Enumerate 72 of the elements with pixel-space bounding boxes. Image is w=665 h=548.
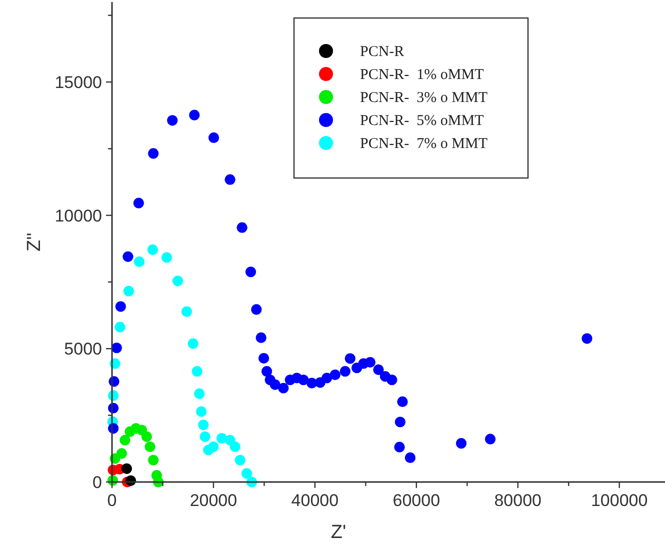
point <box>330 370 340 380</box>
point <box>167 115 178 126</box>
y-tick-label: 0 <box>92 473 102 492</box>
point <box>394 416 406 428</box>
point <box>141 431 152 442</box>
point <box>364 356 376 368</box>
point <box>148 454 159 466</box>
point <box>161 252 172 263</box>
y-axis-title: Z'' <box>24 232 45 252</box>
point <box>114 322 126 332</box>
point <box>123 286 134 296</box>
point <box>224 174 236 185</box>
legend-label: PCN-R- 5% oMMT <box>360 113 484 129</box>
point <box>394 442 405 452</box>
point <box>208 442 219 452</box>
point <box>172 276 184 286</box>
point <box>147 244 158 256</box>
point <box>122 251 134 262</box>
point <box>251 304 262 315</box>
point <box>344 353 356 364</box>
point <box>198 420 209 430</box>
point <box>181 306 192 317</box>
point <box>188 338 198 349</box>
point <box>144 442 156 452</box>
point <box>196 406 207 417</box>
point <box>216 432 228 444</box>
x-tick-label: 100000 <box>590 491 648 510</box>
legend-label: PCN-R- 7% o MMT <box>360 136 488 152</box>
point <box>115 301 126 312</box>
point <box>234 454 246 466</box>
point <box>298 374 309 386</box>
x-tick-label: 20000 <box>190 491 238 510</box>
point <box>116 448 127 459</box>
y-tick-label: 5000 <box>64 340 102 359</box>
point <box>261 366 272 377</box>
y-tick-label: 10000 <box>54 206 102 226</box>
legend-label: PCN-R- 1% oMMT <box>360 67 484 83</box>
point <box>386 374 398 386</box>
point <box>270 379 280 390</box>
legend-label: PCN-R- 3% o MMT <box>360 90 488 106</box>
point <box>456 438 467 449</box>
point <box>121 463 132 474</box>
point <box>194 388 205 400</box>
legend-label: PCN-R <box>360 44 404 60</box>
x-tick-label: 80000 <box>494 491 542 510</box>
point <box>236 222 248 233</box>
point <box>256 332 266 344</box>
point <box>322 372 332 384</box>
x-tick-label: 0 <box>107 491 117 510</box>
point <box>230 442 240 452</box>
point <box>192 366 202 377</box>
point <box>258 352 270 364</box>
point <box>208 132 220 144</box>
point <box>134 256 145 268</box>
point <box>278 382 289 394</box>
point <box>340 366 350 377</box>
x-axis-title: Z' <box>330 522 346 543</box>
point <box>484 434 496 444</box>
x-tick-label: 40000 <box>291 491 339 510</box>
point <box>189 110 200 120</box>
point <box>582 333 592 344</box>
point <box>241 468 252 479</box>
point <box>245 266 256 278</box>
point <box>120 434 130 446</box>
point <box>148 148 159 159</box>
point <box>373 364 384 376</box>
point <box>404 452 416 464</box>
y-tick-label: 15000 <box>54 73 102 92</box>
point <box>397 396 408 408</box>
x-tick-label: 60000 <box>392 491 440 510</box>
point <box>133 198 144 208</box>
point <box>200 431 210 442</box>
